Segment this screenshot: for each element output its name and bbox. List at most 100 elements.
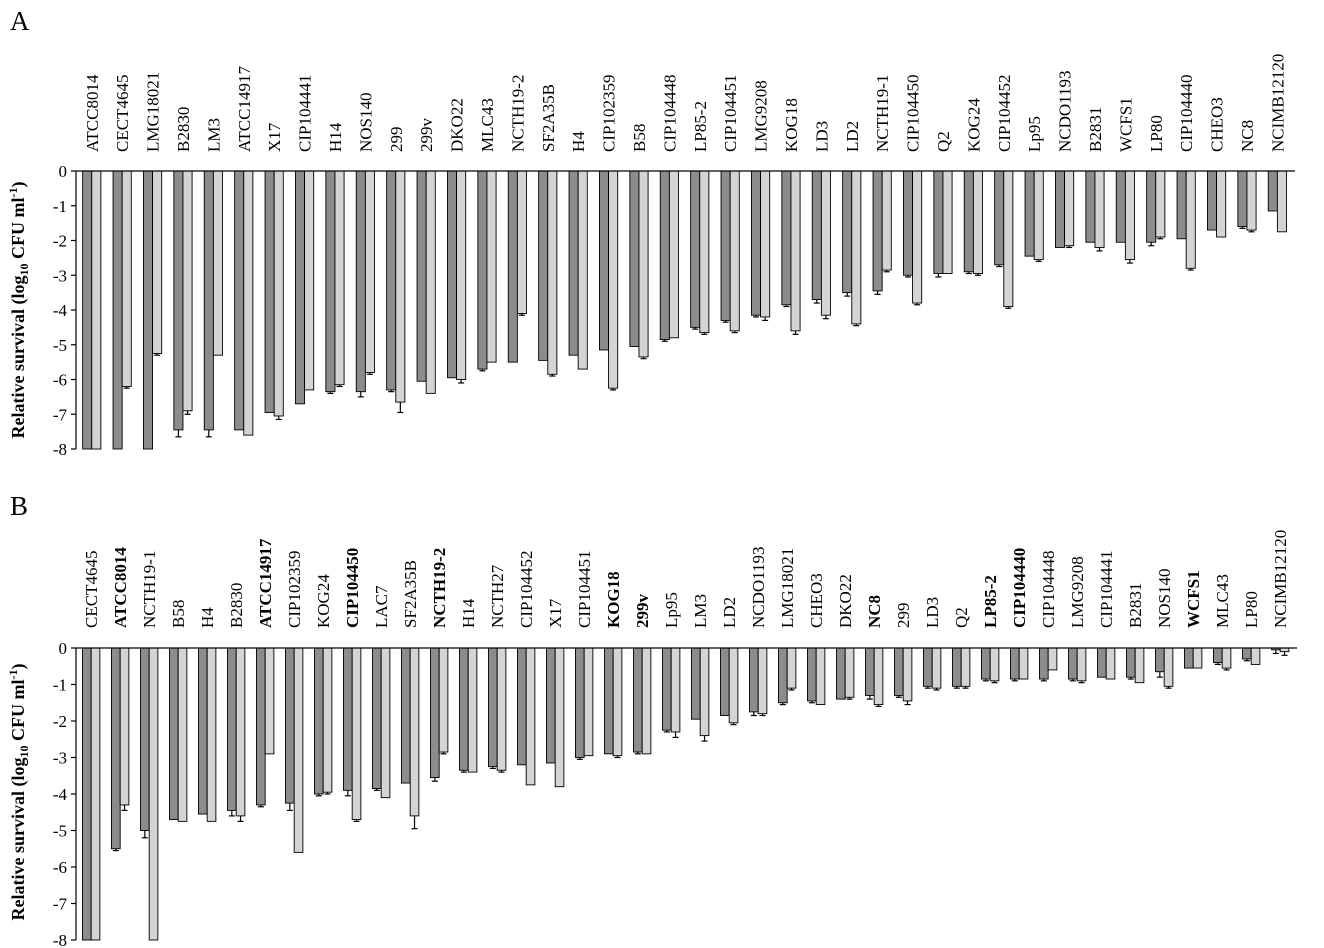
bar-series-1 [865,647,875,696]
bar-series-1 [1242,647,1252,660]
y-tick-label: 0 [59,639,68,658]
bar-series-2 [815,647,826,706]
category-label: NC8 [865,595,884,628]
bar-series-2 [844,647,855,698]
bar-series-1 [952,647,962,687]
bar-series-2 [1003,170,1014,307]
bar-series-2 [786,647,797,689]
bar-series-1 [507,170,518,363]
bar-series-2 [960,647,971,687]
category-label: CIP104452 [517,551,536,628]
panel-a: A Relative survival (log10 CFU ml-1) 0 -1 -2… [6,6,1295,459]
bar-series-1 [1206,170,1218,231]
bar-series-1 [343,647,353,791]
category-label: LMG9208 [752,80,771,152]
bar-series-1 [355,170,366,393]
bar-series-1 [459,647,469,771]
bar-series-2 [1246,170,1257,231]
bar-series-1 [477,170,488,370]
y-tick-label: -6 [53,371,67,390]
y-tick-label: -1 [53,197,67,216]
bar-series-1 [923,647,933,687]
bar-series-2 [177,647,188,822]
bar-series-1 [629,170,640,347]
bar-series-2 [119,647,130,806]
bar-series-2 [1033,170,1044,261]
category-label: 299v [417,118,436,153]
category-label: H4 [569,131,588,152]
bar-series-1 [488,647,498,768]
bar-series-2 [641,647,652,755]
bar-series-2 [790,170,801,332]
bar-series-1 [750,170,762,316]
panel-b: B Relative survival (log10 CFU ml-1) 0 -1 -2… [6,491,1297,948]
category-label: X17 [265,122,284,152]
y-tick-label: -5 [53,336,67,355]
category-label: CIP104441 [296,75,315,152]
bar-series-1 [807,647,817,702]
y-tick-label: -4 [53,301,68,320]
bar-series-2 [456,170,467,380]
category-label: WCFS1 [1184,570,1203,628]
bar-series-2 [1185,170,1196,269]
bar-series-2 [1124,170,1135,261]
bar-series-1 [1010,647,1020,680]
bar-series-2 [608,170,619,389]
bar-series-2 [577,170,588,370]
bar-series-2 [322,647,333,793]
bar-series-1 [82,170,93,450]
bar-series-2 [1216,170,1227,238]
bar-series-2 [91,170,102,450]
y-tick-label: -8 [53,931,67,948]
category-label: LM3 [204,118,223,152]
category-label: Q2 [934,131,953,152]
bar-series-1 [264,170,275,413]
bar-series-2 [351,647,362,821]
bar-series-1 [173,170,184,431]
category-label: CHEO3 [807,573,826,628]
category-label: B2830 [227,583,246,628]
bar-series-2 [496,647,507,771]
bar-series-2 [728,647,739,724]
category-label: H14 [459,598,478,628]
bar-series-1 [1237,170,1248,228]
y-tick-label: -5 [53,822,67,841]
bar-series-2 [1221,647,1232,669]
bar-series-1 [546,647,556,764]
category-label: MLC43 [1213,574,1232,628]
category-label: LAC7 [372,585,391,628]
y-axis-label: Relative survival (log10 CFU ml-1) [6,182,31,439]
category-label: KOG24 [314,574,333,628]
bar-series-2 [612,647,623,757]
bar-series-1 [963,170,974,273]
category-label: 299 [387,127,406,153]
category-label: LP80 [1147,115,1166,152]
bar-series-1 [1085,170,1096,243]
bar-series-2 [182,170,193,412]
category-label: KOG18 [604,571,623,628]
bar-series-1 [517,647,527,766]
y-tick-label: -7 [53,405,68,424]
category-label: LD3 [923,597,942,628]
bar-series-1 [285,647,295,804]
bar-series-1 [446,170,458,379]
bar-series-1 [781,170,792,306]
bar-series-2 [1094,170,1105,248]
category-label: LP85-2 [981,575,1000,628]
bar-series-2 [380,647,391,799]
category-label: LD2 [843,121,862,152]
bar-series-2 [670,647,681,733]
category-label: CIP104451 [575,551,594,628]
bar-series-1 [294,170,306,405]
category-label: LMG9208 [1068,556,1087,628]
bar-series-1 [575,647,585,758]
bar-series-2 [820,170,831,316]
bar-series-2 [243,170,254,436]
category-label: NCIMB12120 [1271,530,1290,628]
bar-series-1 [227,647,237,811]
category-label: H14 [326,122,345,152]
bar-series-1 [842,170,853,294]
bar-series-2 [1163,647,1174,687]
category-label: B2830 [174,107,193,152]
